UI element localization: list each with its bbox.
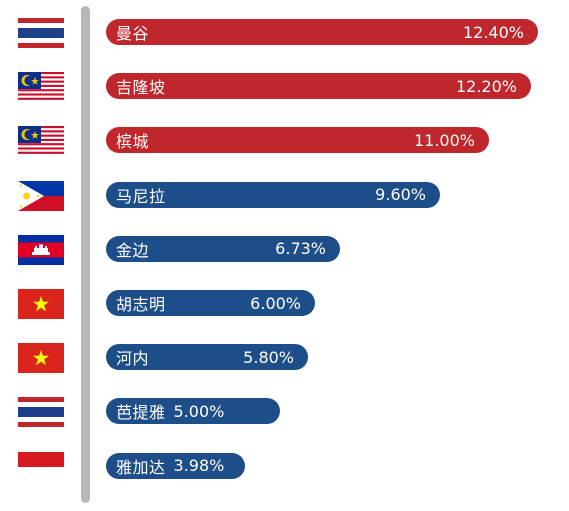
bar-1: 吉隆坡 12.20%	[106, 73, 531, 100]
value-label: 12.20%	[455, 76, 517, 96]
bar-3: 马尼拉 9.60%	[106, 181, 440, 208]
cambodia-flag	[18, 234, 64, 265]
value-label: 12.40%	[462, 22, 524, 42]
vietnam-flag	[18, 289, 64, 319]
malaysia-flag	[18, 126, 64, 157]
value-label: 3.98%	[173, 456, 225, 476]
category-label: 曼谷	[116, 24, 150, 43]
value-label: 9.60%	[375, 185, 426, 205]
value-label: 11.00%	[413, 130, 475, 150]
value-label: 6.73%	[275, 239, 326, 259]
thailand-flag	[18, 397, 64, 428]
malaysia-flag	[18, 72, 64, 103]
bar-0: 曼谷 12.40%	[106, 19, 538, 45]
bar-7: 芭提雅 5.00%	[106, 398, 280, 425]
vertical-divider	[81, 6, 90, 503]
thailand-flag	[18, 18, 64, 48]
category-label: 马尼拉	[116, 186, 166, 206]
bar-8: 雅加达 3.98%	[106, 452, 245, 479]
category-label: 金边	[116, 240, 150, 260]
vietnam-flag	[18, 343, 64, 374]
value-label: 5.00%	[173, 401, 225, 421]
indonesia-flag	[18, 451, 64, 482]
bar-5: 胡志明 6.00%	[106, 290, 315, 316]
bar-4: 金边 6.73%	[106, 235, 340, 262]
bar-2: 槟城 11.00%	[106, 127, 489, 154]
category-label: 胡志明	[116, 295, 166, 314]
category-label: 吉隆坡	[116, 78, 166, 98]
category-label: 芭提雅	[116, 403, 166, 423]
category-label: 槟城	[116, 132, 150, 152]
value-label: 5.80%	[243, 347, 294, 367]
philippines-flag	[18, 180, 64, 211]
bar-6: 河内 5.80%	[106, 344, 308, 371]
category-label: 河内	[116, 349, 150, 369]
category-label: 雅加达	[116, 457, 166, 477]
value-label: 6.00%	[250, 293, 301, 313]
